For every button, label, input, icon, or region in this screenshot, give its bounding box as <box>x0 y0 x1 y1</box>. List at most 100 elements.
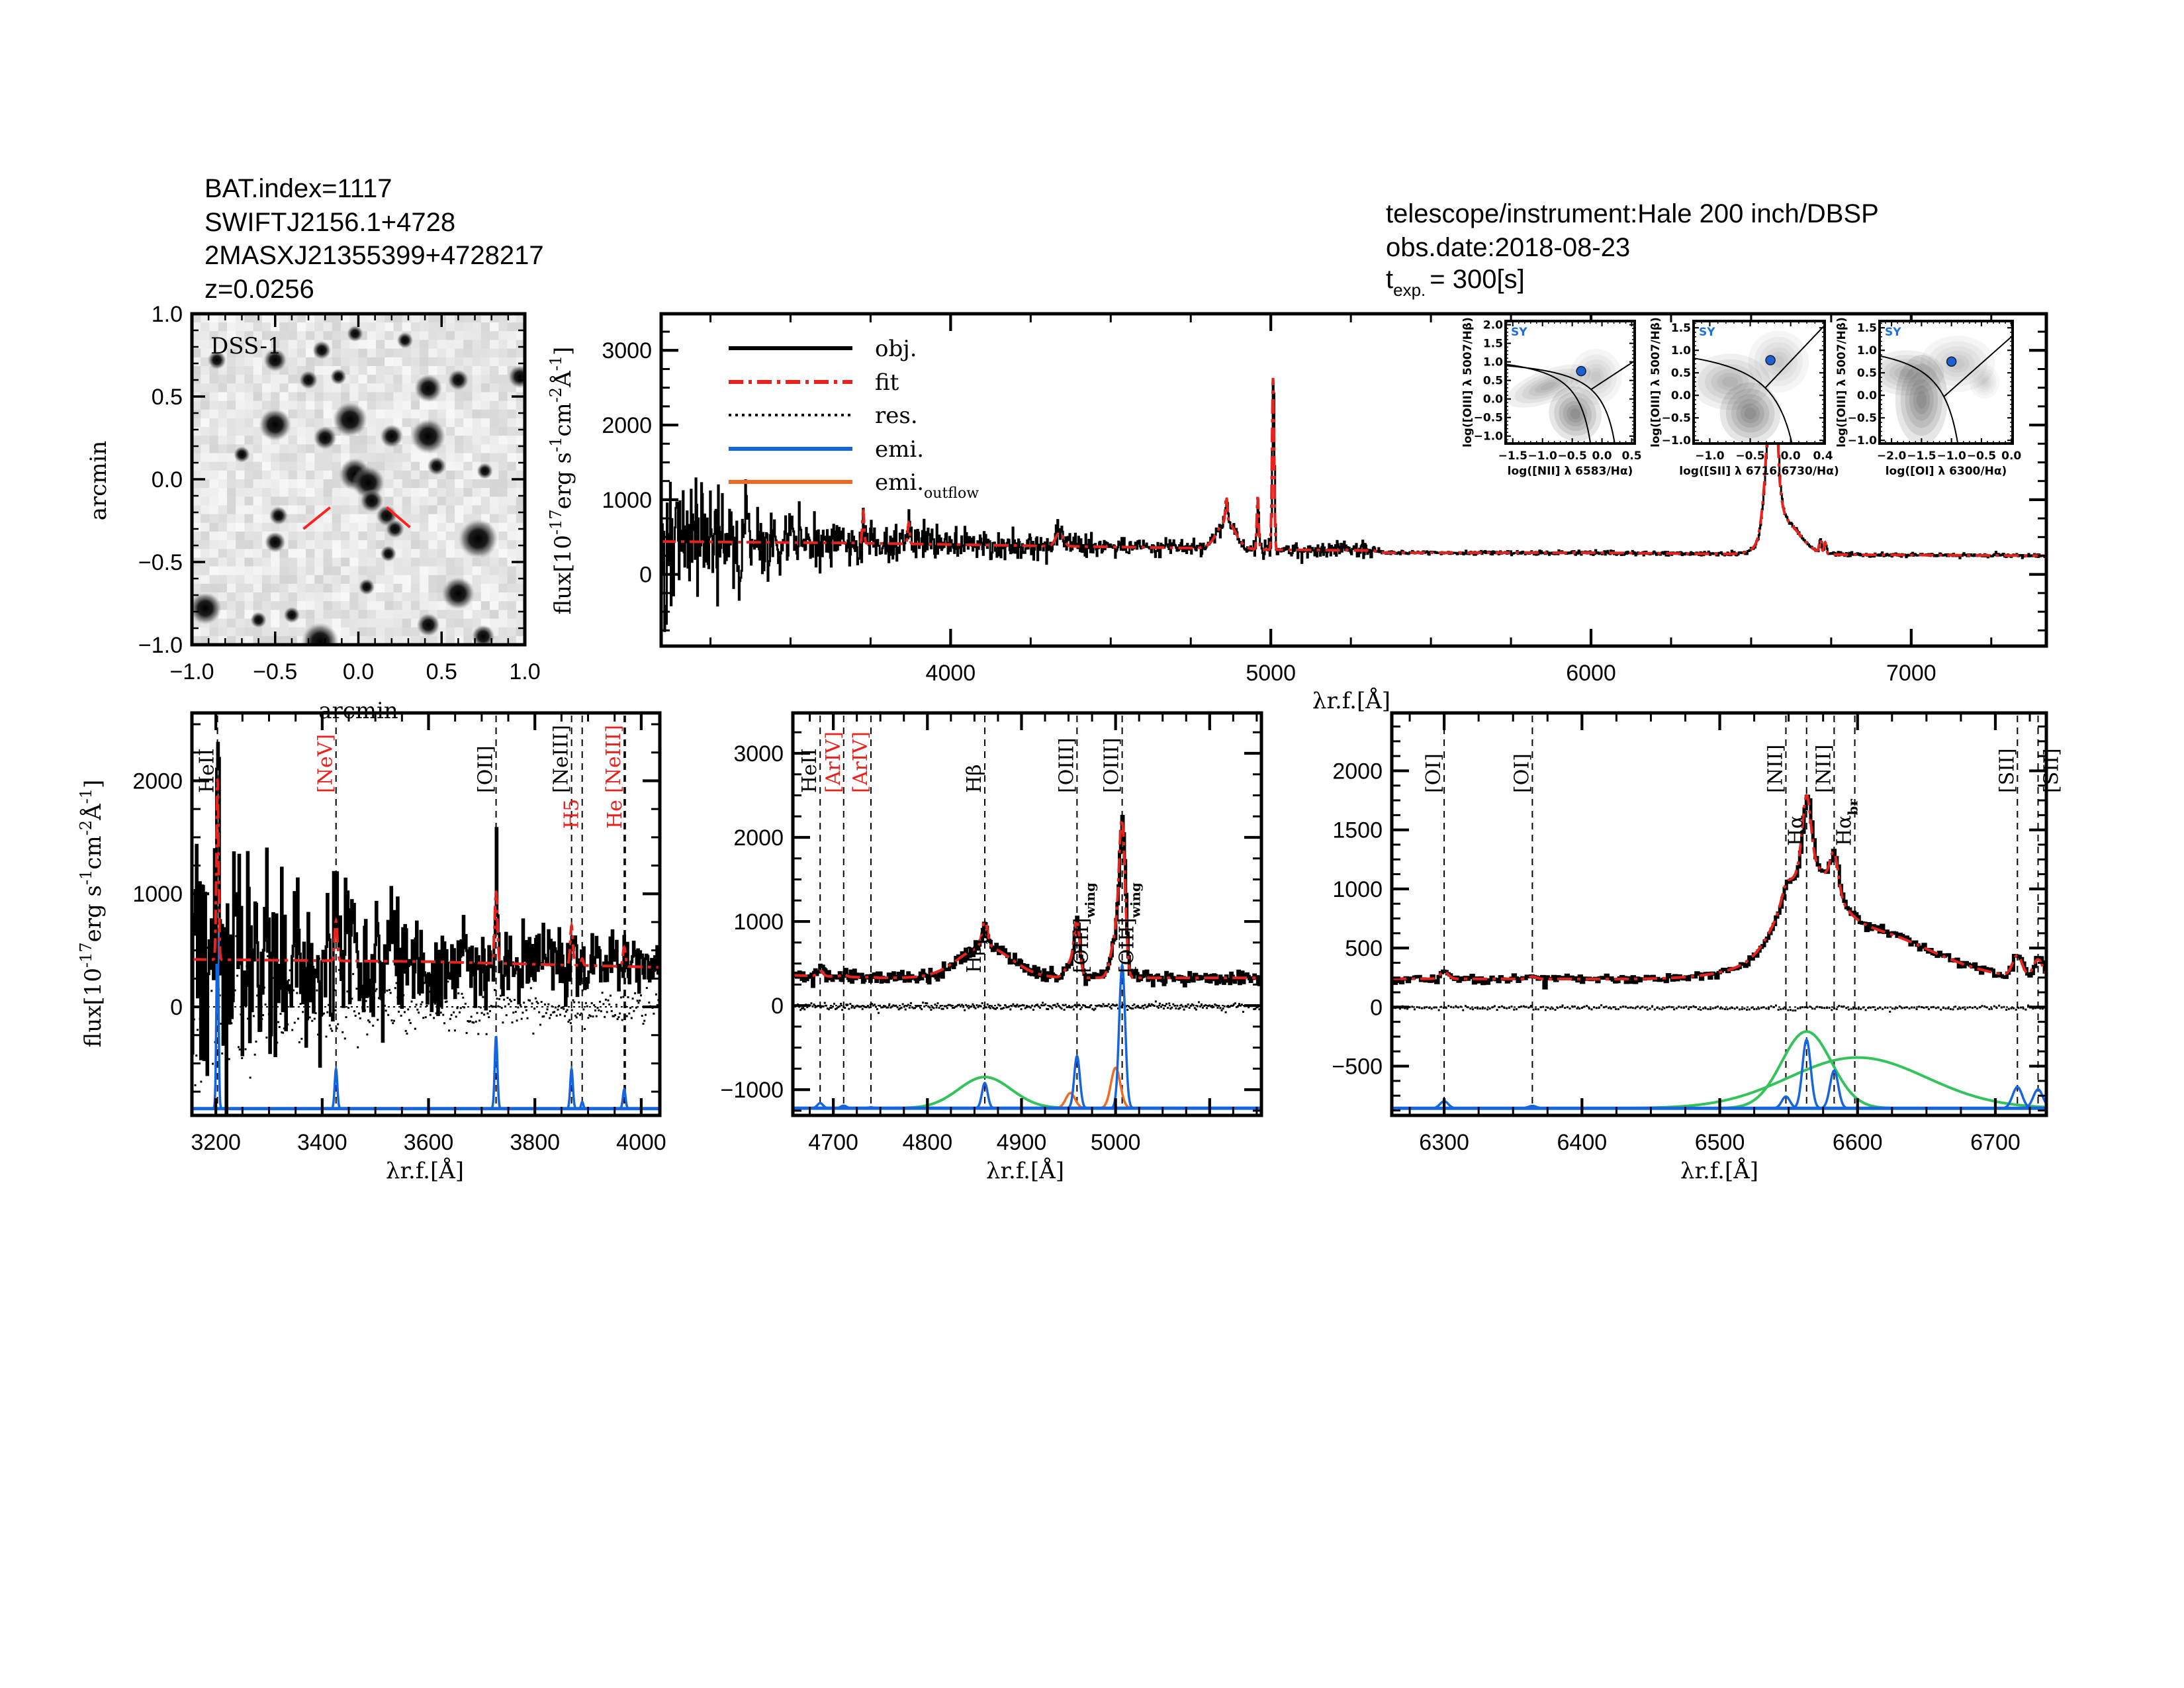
sky-pixel <box>410 348 420 358</box>
residual-point <box>1631 1007 1634 1009</box>
sky-pixel <box>271 331 280 341</box>
sky-pixel <box>445 418 455 428</box>
sky-pixel <box>349 610 359 620</box>
residual-point <box>639 994 642 997</box>
residual-point <box>1452 1006 1455 1009</box>
sky-pixel <box>306 418 315 428</box>
residual-point <box>841 1009 844 1011</box>
sky-pixel <box>393 496 403 506</box>
sky-pixel <box>375 444 385 454</box>
sky-pixel <box>375 375 385 384</box>
residual-point <box>912 1007 915 1009</box>
residual-point <box>473 1021 475 1024</box>
sky-pixel <box>306 444 315 454</box>
residual-point <box>629 1007 632 1009</box>
residual-point <box>1500 1005 1503 1008</box>
sky-pixel <box>402 357 412 367</box>
sky-pixel <box>437 575 447 585</box>
y-tick-label: −0.5 <box>1662 412 1691 425</box>
residual-point <box>578 1001 580 1004</box>
sky-pixel <box>420 557 429 567</box>
residual-point <box>1661 1008 1663 1011</box>
residual-point <box>643 1019 646 1022</box>
residual-point <box>900 1006 903 1009</box>
sky-pixel <box>445 348 455 358</box>
residual-point <box>1255 1006 1258 1009</box>
sky-pixel <box>410 322 420 332</box>
sky-pixel <box>201 540 210 549</box>
residual-point <box>1130 1007 1133 1009</box>
sky-pixel <box>209 331 219 341</box>
residual-point <box>1230 1004 1232 1007</box>
residual-point <box>1196 1005 1199 1008</box>
sky-pixel <box>296 348 306 358</box>
sky-pixel <box>367 453 377 463</box>
y-tick-label: 1500 <box>1332 818 1383 843</box>
sky-pixel <box>480 453 490 463</box>
sky-pixel <box>236 566 246 576</box>
sky-pixel <box>507 400 517 410</box>
sky-pixel <box>279 444 289 454</box>
sky-pixel <box>236 400 246 410</box>
sky-pixel <box>209 488 219 497</box>
residual-point <box>1039 1006 1042 1009</box>
sky-pixel <box>393 314 403 323</box>
residual-point <box>921 1008 923 1011</box>
residual-point <box>1081 1006 1083 1009</box>
sky-pixel <box>402 418 412 428</box>
sky-pixel <box>507 488 517 497</box>
density-contour <box>1927 341 1987 387</box>
sky-pixel <box>445 392 455 402</box>
sky-pixel <box>261 479 271 489</box>
density-contour <box>1588 367 1605 386</box>
label-superscript: -2 <box>547 387 565 402</box>
sky-pixel <box>323 575 333 585</box>
sky-pixel <box>314 470 324 480</box>
sky-pixel <box>410 479 420 489</box>
label-part: obj. <box>875 336 917 362</box>
residual-point <box>811 1005 814 1008</box>
sky-pixel <box>385 409 394 419</box>
sky-pixel <box>226 496 236 506</box>
residual-point <box>897 1008 900 1011</box>
residual-point <box>799 1009 802 1011</box>
sky-pixel <box>516 488 525 497</box>
residual-point <box>241 1057 244 1060</box>
sky-pixel <box>385 365 394 375</box>
residual-point <box>517 1006 520 1009</box>
residual-point <box>1205 1004 1207 1006</box>
sky-pixel <box>296 400 306 410</box>
sky-pixel <box>420 479 429 489</box>
sky-pixel <box>393 618 403 628</box>
residual-point <box>1688 1008 1690 1010</box>
sky-pixel <box>455 331 464 341</box>
sky-pixel <box>218 418 228 428</box>
narrow-component <box>192 1065 660 1110</box>
sky-pixel <box>367 392 377 402</box>
label-part: Hβ <box>963 764 986 793</box>
residual-point <box>1995 1007 1998 1009</box>
residual-point <box>801 1007 803 1009</box>
residual-point <box>1908 1007 1911 1009</box>
residual-point <box>299 1002 302 1005</box>
residual-point <box>1017 1006 1020 1008</box>
sky-pixel <box>393 409 403 419</box>
sky-pixel <box>236 365 246 375</box>
x-tick-label: 4900 <box>997 1130 1047 1155</box>
sky-pixel <box>375 314 385 323</box>
sky-pixel <box>314 531 324 541</box>
sky-pixel <box>226 365 236 375</box>
residual-point <box>1529 1005 1532 1008</box>
residual-point <box>1176 1004 1179 1007</box>
source-point <box>1946 356 1957 367</box>
residual-point <box>1046 1008 1048 1010</box>
residual-point <box>1901 1007 1903 1009</box>
x-tick-label: 3200 <box>191 1130 241 1155</box>
residual-point <box>2013 1007 2015 1009</box>
residual-point <box>330 1027 332 1030</box>
residual-point <box>918 1005 921 1008</box>
sky-pixel <box>428 331 438 341</box>
sky-pixel <box>201 470 210 480</box>
residual-point <box>1663 1007 1666 1009</box>
residual-point <box>504 1005 506 1008</box>
